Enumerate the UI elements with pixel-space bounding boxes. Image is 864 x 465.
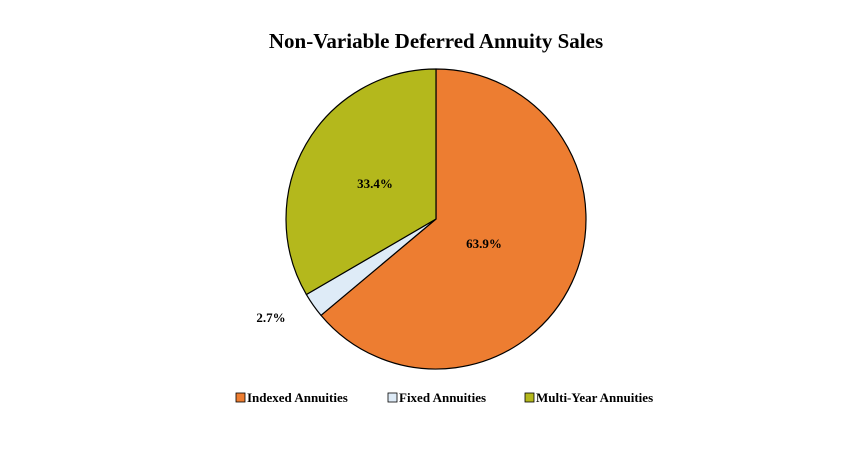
slice-label-indexed-annuities: 63.9% <box>466 236 502 251</box>
slice-label-multi-year-annuities: 33.4% <box>357 176 393 191</box>
legend: Indexed Annuities Fixed Annuities Multi-Ye… <box>235 390 653 405</box>
legend-item-multi-year-annuities: Multi-Year Annuities <box>524 390 653 405</box>
legend-label: Indexed Annuities <box>247 390 348 405</box>
legend-item-indexed-annuities: Indexed Annuities <box>235 390 348 405</box>
pie-slice-labels: 63.9% 2.7% 33.4% <box>256 176 502 325</box>
legend-item-fixed-annuities: Fixed Annuities <box>387 390 486 405</box>
legend-label: Multi-Year Annuities <box>536 390 653 405</box>
legend-swatch <box>387 392 398 403</box>
pie-slice-multi-year-annuities <box>285 68 437 296</box>
pie-slices <box>285 68 587 370</box>
legend-label: Fixed Annuities <box>399 390 486 405</box>
pie-slice-indexed-annuities <box>320 68 587 370</box>
slice-label-fixed-annuities: 2.7% <box>256 310 285 325</box>
chart-title: Non-Variable Deferred Annuity Sales <box>269 29 603 53</box>
legend-swatch <box>235 392 246 403</box>
legend-swatch <box>524 392 535 403</box>
